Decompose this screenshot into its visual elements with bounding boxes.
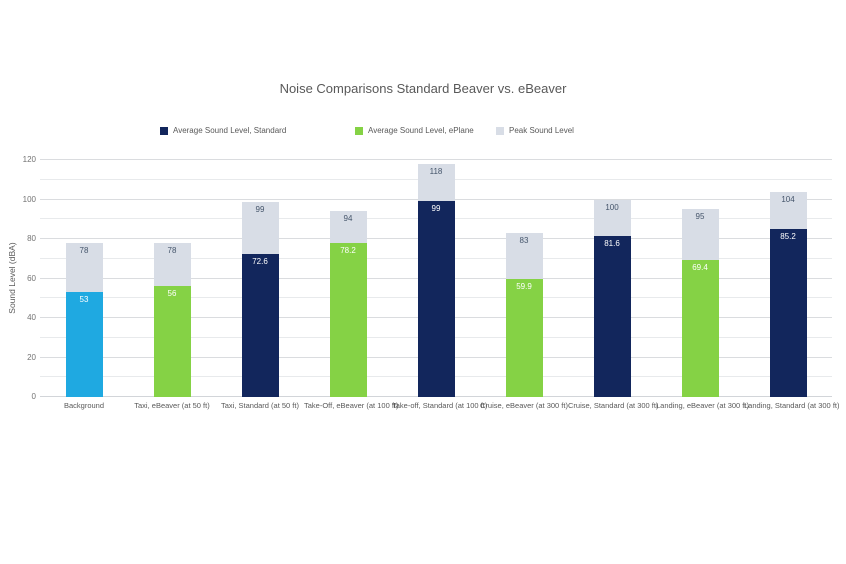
average-bar-segment: 56 [153, 286, 191, 397]
y-tick-label-0: 0 [31, 392, 36, 401]
legend-item-peak: Peak Sound Level [496, 126, 574, 135]
bar-group-3: 94 78.2 Take-Off, eBeaver (at 100 ft) [304, 160, 399, 410]
x-category-label-0: Background [63, 401, 105, 410]
average-value-label: 53 [79, 295, 89, 305]
peak-value-label: 95 [695, 212, 705, 222]
bar-group-8: 104 85.2 Landing, Standard (at 300 ft) [744, 160, 839, 410]
peak-bar-segment: 99 [241, 201, 279, 254]
peak-bar-segment: 104 [769, 191, 807, 229]
peak-bar-segment: 78 [153, 242, 191, 287]
bar-group-4: 118 99 Take-off, Standard (at 100 ft) [392, 160, 487, 410]
x-category-label-7: Landing, eBeaver (at 300 ft) [656, 401, 749, 410]
average-bar-segment: 72.6 [241, 253, 279, 397]
legend-item-eplane: Average Sound Level, ePlane [355, 126, 474, 135]
peak-bar-segment: 78 [65, 242, 103, 293]
peak-value-label: 104 [781, 194, 795, 204]
peak-value-label: 78 [79, 245, 89, 255]
legend-label-peak: Peak Sound Level [509, 126, 574, 135]
plot-area: 0 20 40 60 80 100 120 78 53 Background 78 56 Taxi, e… [23, 156, 840, 411]
average-bar-segment: 69.4 [681, 259, 719, 397]
average-bar-segment: 99 [417, 201, 455, 397]
legend-label-eplane: Average Sound Level, ePlane [368, 126, 474, 135]
bar-group-0: 78 53 Background [40, 160, 128, 410]
peak-value-label: 99 [255, 204, 265, 214]
peak-bar-segment: 95 [681, 209, 719, 260]
x-category-label-5: Cruise, eBeaver (at 300 ft) [480, 401, 568, 410]
average-value-label: 99 [431, 204, 441, 214]
average-bar-segment: 59.9 [505, 278, 543, 397]
average-bar-segment: 85.2 [769, 228, 807, 397]
bar-group-7: 95 69.4 Landing, eBeaver (at 300 ft) [656, 160, 749, 410]
average-value-label: 81.6 [604, 238, 620, 248]
peak-value-label: 100 [605, 202, 619, 212]
peak-bar-segment: 83 [505, 233, 543, 279]
y-tick-label-80: 80 [27, 234, 36, 243]
peak-bar-segment: 118 [417, 163, 455, 202]
x-category-label-1: Taxi, eBeaver (at 50 ft) [134, 401, 210, 410]
legend-item-standard: Average Sound Level, Standard [160, 126, 286, 135]
legend-swatch-standard-icon [160, 126, 168, 135]
average-value-label: 85.2 [780, 231, 796, 241]
average-bar-segment: 78.2 [329, 242, 367, 397]
bar-group-1: 78 56 Taxi, eBeaver (at 50 ft) [128, 160, 216, 410]
x-category-label-8: Landing, Standard (at 300 ft) [744, 401, 840, 410]
y-tick-label-20: 20 [27, 352, 36, 362]
x-category-label-2: Taxi, Standard (at 50 ft) [221, 401, 299, 410]
bar-group-5: 83 59.9 Cruise, eBeaver (at 300 ft) [480, 160, 568, 410]
bar-group-2: 99 72.6 Taxi, Standard (at 50 ft) [216, 160, 304, 410]
x-category-label-6: Cruise, Standard (at 300 ft) [568, 401, 659, 410]
bar-group-6: 100 81.6 Cruise, Standard (at 300 ft) [568, 160, 658, 410]
peak-value-label: 83 [519, 236, 529, 246]
average-bar-segment: 53 [65, 292, 103, 397]
average-bar-segment: 81.6 [593, 235, 631, 397]
peak-value-label: 118 [429, 166, 443, 176]
average-value-label: 59.9 [516, 281, 532, 291]
y-tick-label-100: 100 [22, 194, 36, 204]
legend-swatch-peak-icon [496, 126, 504, 135]
average-value-label: 69.4 [692, 262, 708, 272]
legend-swatch-eplane-icon [355, 126, 363, 135]
y-tick-label-40: 40 [27, 313, 36, 322]
x-category-label-4: Take-off, Standard (at 100 ft) [392, 401, 488, 410]
y-tick-label-120: 120 [22, 155, 36, 164]
peak-value-label: 78 [167, 245, 177, 255]
chart-title: Noise Comparisons Standard Beaver vs. eB… [279, 81, 567, 96]
average-value-label: 72.6 [252, 256, 268, 266]
average-value-label: 78.2 [340, 245, 356, 255]
y-tick-label-60: 60 [27, 273, 36, 283]
legend-label-standard: Average Sound Level, Standard [173, 126, 287, 135]
gridline-120 [40, 159, 832, 160]
average-value-label: 56 [167, 289, 177, 299]
x-category-label-3: Take-Off, eBeaver (at 100 ft) [304, 401, 399, 410]
peak-bar-segment: 94 [329, 211, 367, 243]
peak-value-label: 94 [343, 214, 353, 224]
peak-bar-segment: 100 [593, 199, 631, 236]
